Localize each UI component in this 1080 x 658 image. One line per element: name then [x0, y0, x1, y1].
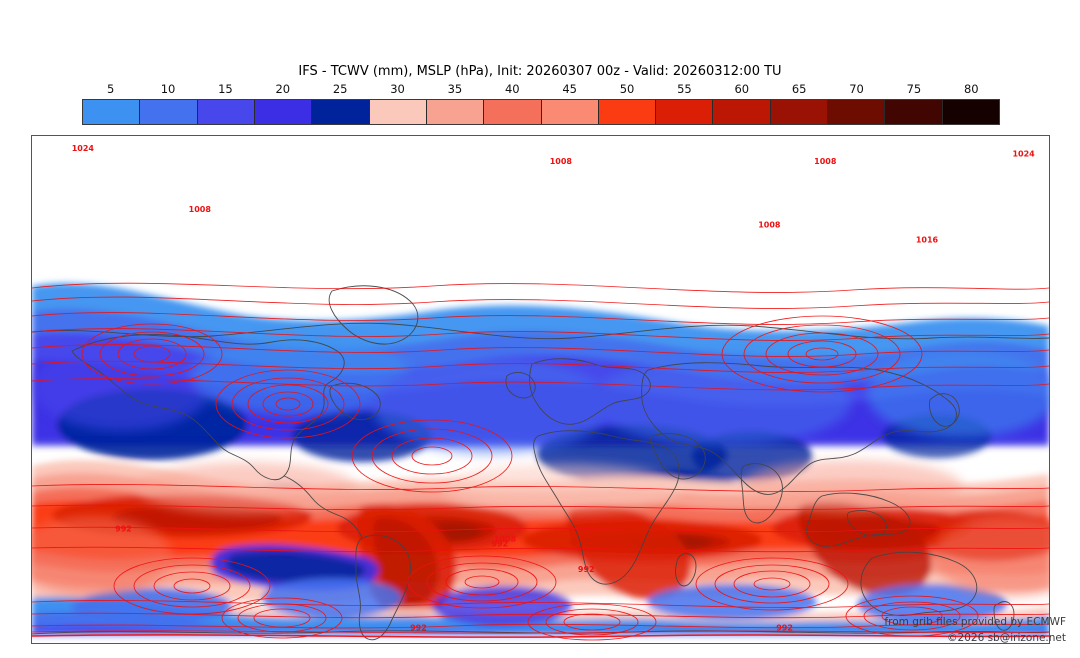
colorbar-swatch [197, 100, 255, 124]
colorbar-swatch [713, 100, 771, 124]
mslp-isobars [32, 282, 1049, 641]
colorbar: 5 10 15 20 25 30 35 40 45 50 55 60 65 70 75 80 [82, 82, 1000, 125]
isobar-label: 992 [115, 524, 132, 533]
colorbar-tick-label: 10 [160, 82, 176, 96]
colorbar-tick-label: 45 [562, 82, 578, 96]
isobar-label: 1024 [72, 144, 95, 153]
tcwv-detail-layer [32, 336, 1049, 596]
colorbar-tick-label: 35 [447, 82, 463, 96]
isobar-label: 1008 [494, 535, 517, 544]
colorbar-swatch [770, 100, 829, 124]
isobar-label: 1024 [1012, 149, 1035, 158]
isobar-label: 1008 [814, 157, 837, 166]
colorbar-swatch [254, 100, 313, 124]
colorbar-swatch [484, 100, 542, 124]
isobar-label: 1008 [189, 205, 212, 214]
colorbar-swatch [312, 100, 370, 124]
isobar-label: 1016 [916, 235, 939, 244]
colorbar-tick-label: 50 [619, 82, 635, 96]
colorbar-swatch [426, 100, 485, 124]
colorbar-swatch [369, 100, 427, 124]
colorbar-swatch [140, 100, 198, 124]
colorbar-tick-label: 15 [218, 82, 233, 96]
colorbar-tick-label: 25 [332, 82, 348, 96]
credit-source: from grib files provided by ECMWF [884, 616, 1066, 628]
colorbar-tick-label: 75 [906, 82, 922, 96]
colorbar-swatch [885, 100, 943, 124]
colorbar-swatches [82, 99, 1000, 125]
colorbar-tick-label: 55 [677, 82, 692, 96]
map-panel[interactable]: 1024 1008 1008 1024 1008 1008 992 992 1008 992 992… [31, 135, 1050, 644]
colorbar-swatch [828, 100, 886, 124]
isobar-label: 992 [776, 623, 793, 632]
isobar-label: 1008 [758, 220, 781, 229]
colorbar-tick-label: 80 [963, 82, 979, 96]
credit-copyright: ©2026 sb@irizone.net [947, 632, 1066, 644]
colorbar-tick-label: 40 [504, 82, 520, 96]
colorbar-tick-labels: 5 10 15 20 25 30 35 40 45 50 55 60 65 70 75 80 [82, 82, 1000, 97]
colorbar-tick-label: 5 [107, 82, 115, 96]
isobar-label: 992 [491, 540, 508, 549]
colorbar-swatch [942, 100, 999, 124]
colorbar-swatch [598, 100, 657, 124]
colorbar-swatch [656, 100, 714, 124]
colorbar-tick-label: 30 [390, 82, 405, 96]
colorbar-swatch [541, 100, 599, 124]
colorbar-tick-label: 65 [791, 82, 807, 96]
isobar-label: 992 [410, 623, 427, 632]
page-title: IFS - TCWV (mm), MSLP (hPa), Init: 20260… [298, 64, 782, 79]
colorbar-tick-label: 70 [849, 82, 864, 96]
colorbar-tick-label: 20 [275, 82, 291, 96]
colorbar-swatch [83, 100, 141, 124]
isobar-label: 1008 [550, 157, 573, 166]
colorbar-tick-label: 60 [734, 82, 750, 96]
isobar-label: 992 [578, 565, 595, 574]
